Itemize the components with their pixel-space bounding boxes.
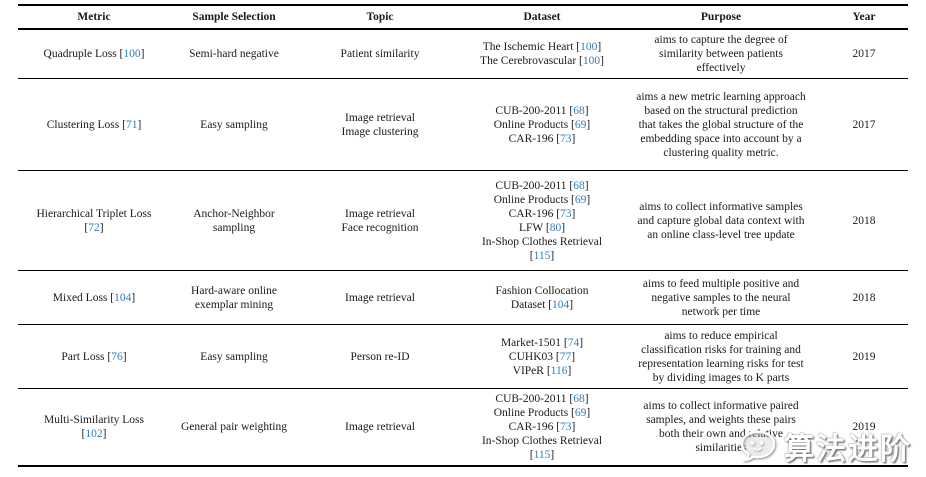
table-row: Mixed Loss [104] Hard-aware online exempl… — [18, 271, 908, 325]
cell-purpose: aims to collect informative samples and c… — [637, 200, 805, 241]
cell-metric: Multi-Similarity Loss [102] — [44, 414, 144, 440]
citation-link[interactable]: 73 — [560, 132, 572, 145]
citation-link[interactable]: 80 — [549, 221, 562, 234]
citation-link[interactable]: 74 — [567, 336, 580, 349]
citation-link[interactable]: 71 — [125, 118, 138, 131]
cell-sample-selection: Anchor-Neighbor sampling — [193, 207, 275, 234]
citation-link[interactable]: 69 — [574, 407, 587, 419]
cell-metric: Part Loss [76] — [61, 350, 127, 363]
cell-sample-selection: Hard-aware online exemplar mining — [191, 284, 277, 311]
cell-sample-selection: Easy sampling — [200, 118, 268, 131]
citation-link[interactable]: 73 — [560, 421, 572, 433]
table-row: Hierarchical Triplet Loss [72] Anchor-Nei… — [18, 171, 908, 271]
citation-link[interactable]: 100 — [123, 48, 141, 60]
cell-year: 2017 — [852, 118, 876, 131]
column-header-sample-selection: Sample Selection — [192, 11, 276, 23]
citation-link[interactable]: 100 — [580, 41, 598, 53]
cell-dataset: CUB-200-2011 [68] Online Products [69] CAR… — [493, 104, 591, 145]
citation-link[interactable]: 76 — [111, 350, 123, 363]
citation-link[interactable]: 68 — [573, 104, 585, 117]
citation-link[interactable]: 104 — [114, 291, 132, 304]
cell-year: 2019 — [852, 350, 876, 363]
cell-metric: Hierarchical Triplet Loss [72] — [36, 207, 152, 234]
cell-purpose: aims a new metric learning approach based… — [636, 90, 806, 159]
table-row: Clustering Loss [71] Easy sampling Image… — [18, 79, 908, 171]
cell-metric: Clustering Loss [71] — [46, 118, 142, 131]
citation-link[interactable]: 102 — [85, 428, 103, 440]
table-row: Part Loss [76] Easy sampling Person re-I… — [18, 325, 908, 389]
cell-sample-selection: Easy sampling — [200, 350, 268, 363]
cell-year: 2019 — [852, 421, 876, 433]
table-row: Multi-Similarity Loss [102] General pair … — [18, 389, 908, 467]
cell-year: 2018 — [852, 291, 876, 304]
citation-link[interactable]: 104 — [552, 298, 570, 311]
column-header-metric: Metric — [77, 11, 111, 23]
cell-purpose: aims to capture the degree of similarity … — [654, 34, 788, 74]
citation-link[interactable]: 68 — [573, 179, 585, 192]
cell-topic: Patient similarity — [340, 48, 420, 60]
cell-topic: Image retrieval — [345, 421, 415, 433]
cell-year: 2017 — [852, 48, 876, 60]
column-header-purpose: Purpose — [700, 11, 742, 23]
cell-year: 2018 — [852, 214, 876, 227]
cell-dataset: Market-1501 [74] CUHK03 [77] VIPeR [116] — [500, 336, 584, 377]
column-header-dataset: Dataset — [523, 11, 561, 23]
citation-link[interactable]: 115 — [533, 249, 551, 262]
citation-link[interactable]: 77 — [559, 350, 572, 363]
column-header-topic: Topic — [366, 11, 394, 23]
cell-purpose: aims to reduce empirical classification r… — [638, 329, 804, 384]
citation-link[interactable]: 69 — [574, 118, 587, 131]
cell-metric: Mixed Loss [104] — [52, 291, 136, 304]
citation-link[interactable]: 100 — [582, 55, 601, 67]
citation-link[interactable]: 116 — [550, 364, 568, 377]
cell-dataset: Fashion Collocation Dataset [104] — [495, 284, 589, 311]
column-header-year: Year — [852, 11, 876, 23]
cell-purpose: aims to collect informative paired sample… — [643, 400, 799, 454]
citation-link[interactable]: 73 — [560, 207, 572, 220]
cell-topic: Image retrieval — [345, 291, 415, 304]
survey-metrics-table: Metric Sample Selection Topic Dataset Pu… — [18, 4, 908, 467]
cell-dataset: CUB-200-2011 [68] Online Products [69] CAR… — [481, 393, 603, 461]
cell-purpose: aims to feed multiple positive and negati… — [642, 277, 800, 318]
citation-link[interactable]: 115 — [533, 449, 551, 461]
citation-link[interactable]: 68 — [573, 393, 585, 405]
cell-dataset: The Ischemic Heart [100] The Cerebrovascu… — [480, 41, 604, 67]
cell-metric: Quadruple Loss [100] — [43, 48, 145, 60]
citation-link[interactable]: 69 — [574, 193, 587, 206]
cell-topic: Person re-ID — [350, 350, 410, 363]
cell-topic: Image retrieval Face recognition — [341, 207, 419, 234]
cell-sample-selection: General pair weighting — [180, 421, 287, 433]
citation-link[interactable]: 72 — [88, 221, 100, 234]
cell-topic: Image retrieval Image clustering — [341, 111, 419, 138]
table-header-row: Metric Sample Selection Topic Dataset Pu… — [18, 6, 908, 30]
cell-sample-selection: Semi-hard negative — [189, 48, 279, 60]
table-row: Quadruple Loss [100] Semi-hard negative … — [18, 30, 908, 79]
cell-dataset: CUB-200-2011 [68] Online Products [69] CAR… — [481, 179, 603, 262]
